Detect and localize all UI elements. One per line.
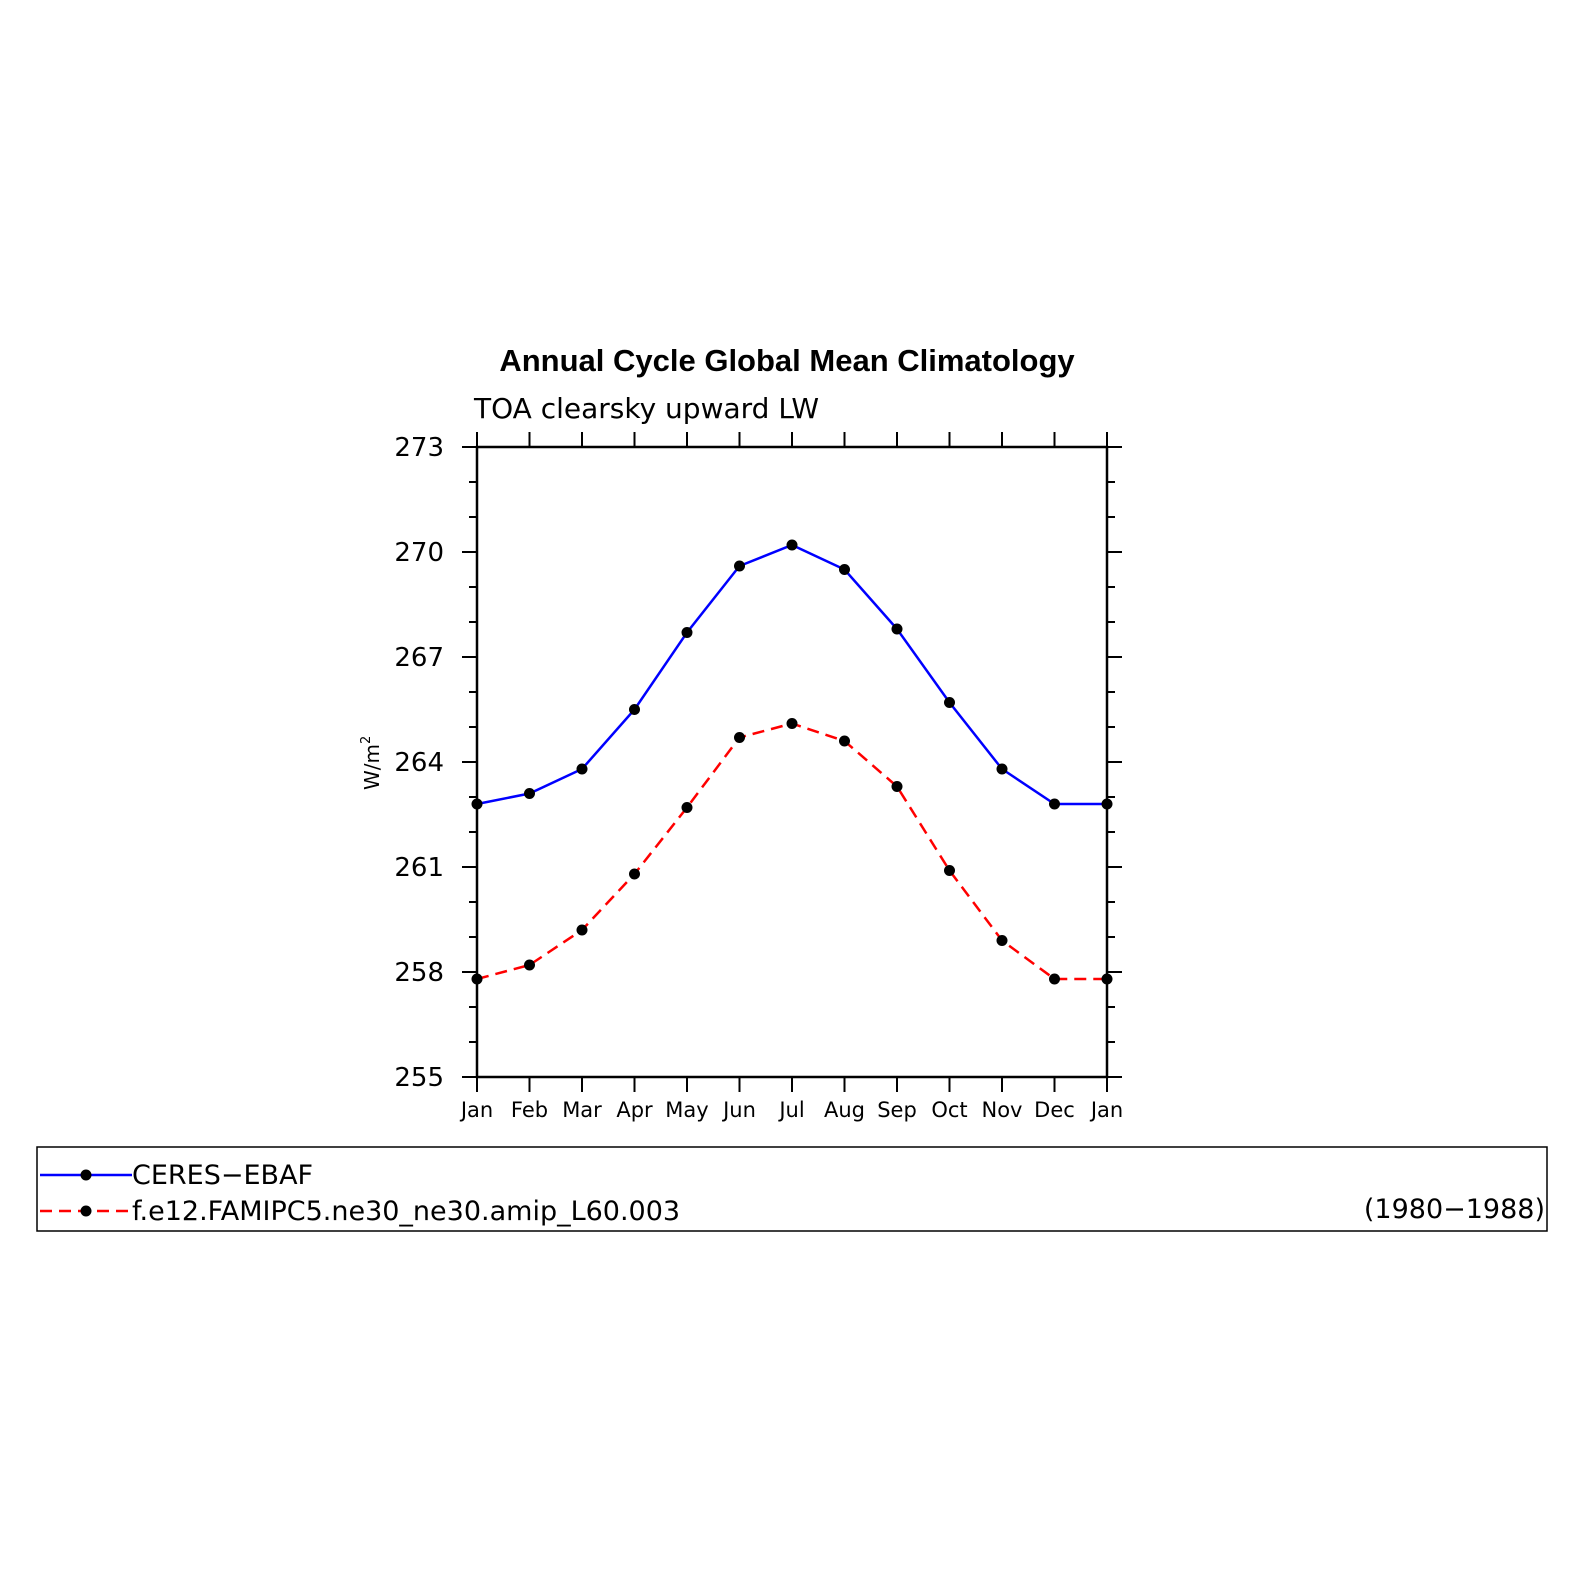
y-tick-label: 255 <box>394 1063 444 1093</box>
series-0-point <box>629 704 640 715</box>
series-0-point <box>1101 798 1113 810</box>
x-tick-label: Jul <box>777 1098 804 1122</box>
x-tick-label: Aug <box>824 1098 865 1122</box>
legend-swatch-marker <box>80 1205 92 1217</box>
y-tick-label: 258 <box>394 958 444 988</box>
series-0-point <box>681 627 693 638</box>
y-tick-label: 273 <box>394 433 444 463</box>
y-tick-label: 270 <box>394 538 444 568</box>
x-tick-label: Feb <box>511 1098 548 1122</box>
series-1-point <box>1049 973 1060 985</box>
series-0-point <box>996 763 1008 775</box>
x-tick-label: Nov <box>982 1098 1023 1122</box>
legend-box <box>36 1146 1548 1232</box>
y-tick-label: 264 <box>394 748 444 778</box>
series-0-point <box>734 560 745 572</box>
series-line-0 <box>476 543 1107 806</box>
x-tick-label: Jan <box>459 1098 493 1122</box>
series-lines <box>476 543 1107 981</box>
series-markers <box>471 539 1113 985</box>
series-1-point <box>629 868 640 880</box>
x-tick-label: Oct <box>931 1098 967 1122</box>
series-1-point <box>786 718 798 729</box>
series-1-point <box>891 781 903 792</box>
series-1-point <box>734 732 745 743</box>
series-0-point <box>1049 798 1060 810</box>
series-1-point <box>944 865 955 876</box>
x-tick-label: Jan <box>1089 1098 1123 1122</box>
series-0-point <box>891 623 903 635</box>
series-1-point <box>471 973 483 985</box>
series-0-point <box>786 539 798 551</box>
y-axis-label-superscript: 2 <box>359 736 374 744</box>
legend-note: (1980−1988) <box>1364 1194 1545 1225</box>
y-axis-label-unit: W/m <box>360 744 384 790</box>
y-tick-label: 261 <box>394 853 444 883</box>
axis-ticks <box>462 432 1122 1092</box>
chart-subtitle: TOA clearsky upward LW <box>473 392 819 425</box>
legend-label: CERES−EBAF <box>132 1160 313 1191</box>
series-1-point <box>839 735 850 747</box>
series-0-point <box>944 697 955 708</box>
series-1-point <box>681 802 693 813</box>
x-tick-label: Jun <box>721 1098 756 1122</box>
legend-swatch-marker <box>80 1169 92 1181</box>
series-0-point <box>524 788 535 799</box>
y-tick-labels: 255 258 261 264 267 270 273 <box>394 433 444 1093</box>
x-tick-label: Sep <box>877 1098 917 1122</box>
x-tick-label: Dec <box>1034 1098 1075 1122</box>
x-tick-label: May <box>665 1098 708 1122</box>
x-tick-labels: Jan Feb Mar Apr May Jun Jul Aug Sep Oct Nov Dec Jan <box>459 1098 1123 1122</box>
series-1-point <box>576 924 588 936</box>
series-0-point <box>576 763 588 775</box>
x-tick-label: Mar <box>562 1098 602 1122</box>
y-tick-label: 267 <box>394 643 444 673</box>
series-0-point <box>471 798 483 810</box>
legend-entries: CERES−EBAF f.e12.FAMIPC5.ne30_ne30.amip_L… <box>40 1160 680 1227</box>
series-1-point <box>1101 973 1113 985</box>
series-line-1 <box>476 722 1107 981</box>
series-0-point <box>839 564 850 575</box>
y-axis-label: W/m2 <box>359 736 384 790</box>
chart-title: Annual Cycle Global Mean Climatology <box>499 343 1075 378</box>
legend-label: f.e12.FAMIPC5.ne30_ne30.amip_L60.003 <box>132 1196 680 1227</box>
legend: CERES−EBAF f.e12.FAMIPC5.ne30_ne30.amip_L… <box>36 1146 1548 1232</box>
series-1-point <box>524 959 535 971</box>
series-1-point <box>996 935 1008 946</box>
x-tick-label: Apr <box>616 1098 653 1122</box>
